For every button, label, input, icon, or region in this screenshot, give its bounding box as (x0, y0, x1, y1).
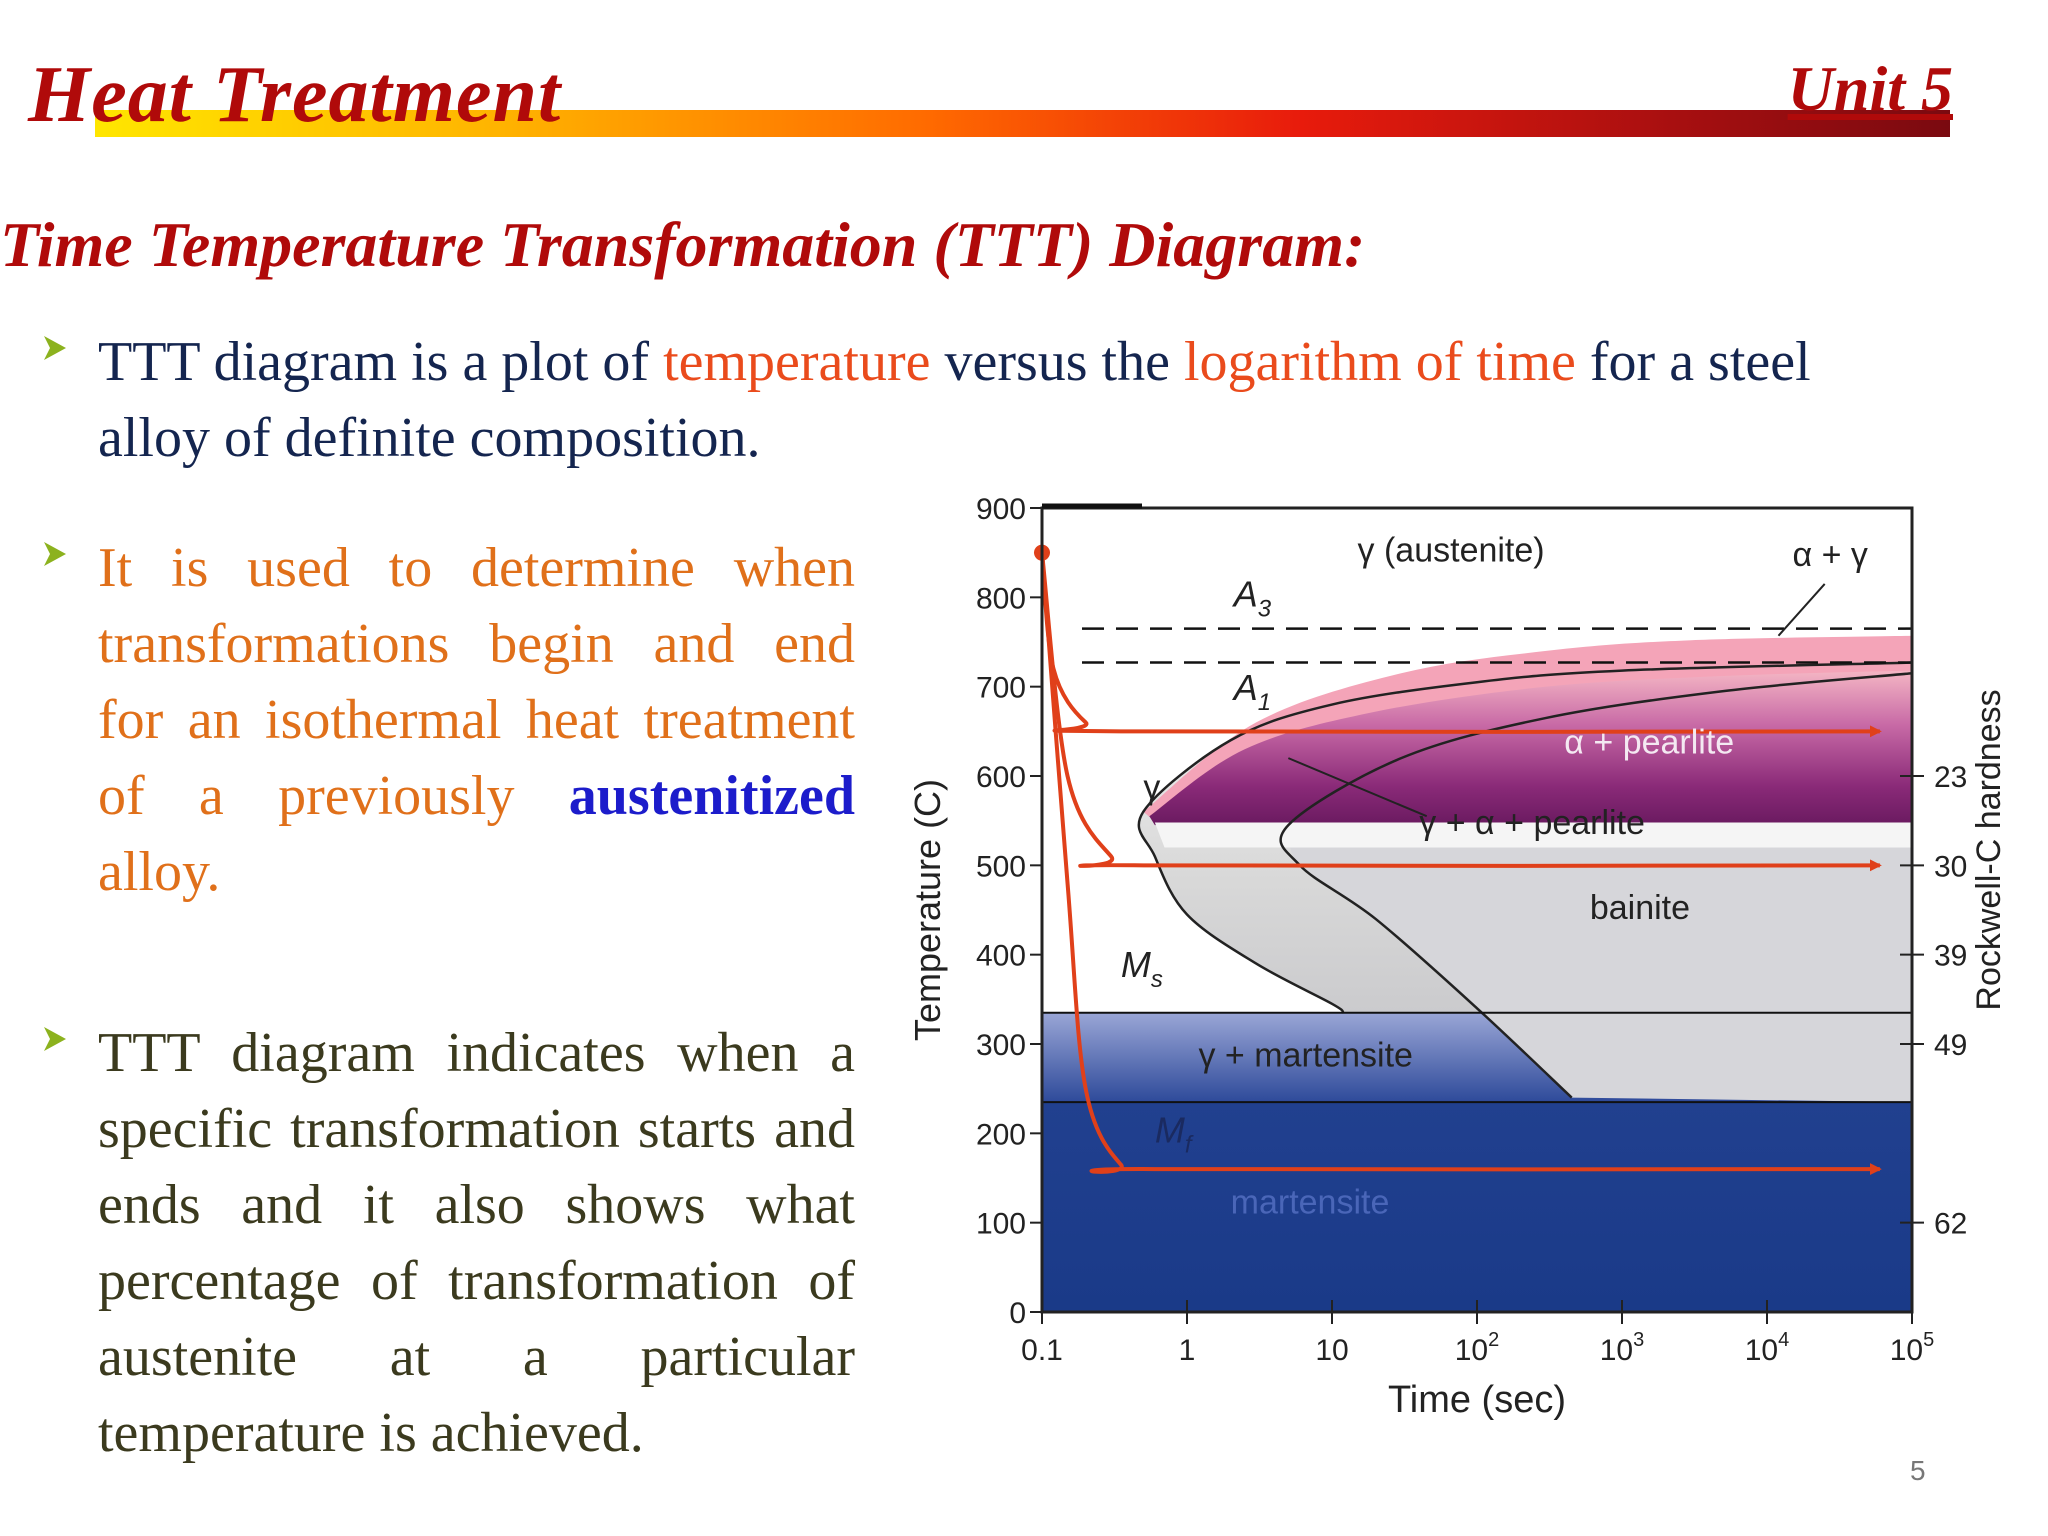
gamma-alpha-pearlite-pointer (1287, 757, 1428, 818)
title-underline-bar (95, 110, 1950, 137)
page-number: 5 (1910, 1455, 1926, 1486)
label-alpha-pearlite: α + pearlite (1564, 724, 1734, 762)
arrowhead-bullet-icon (44, 336, 66, 360)
y-tick-label: 800 (976, 582, 1026, 615)
slide-heading: Time Temperature Transformation (TTT) Di… (0, 208, 1840, 282)
x-tick-exponent: 2 (1488, 1329, 1499, 1351)
deck-title: Heat Treatment (28, 51, 562, 139)
arrowhead-bullet-icon (44, 542, 66, 566)
hardness-tick-label: 30 (1934, 850, 1967, 883)
label-a3-sub: 3 (1258, 595, 1272, 622)
x-tick-label: 0.1 (1021, 1334, 1063, 1367)
transformation-end-curve (1279, 672, 1913, 1099)
bullet-indicates: TTT diagram indicates when a specific tr… (40, 1015, 855, 1471)
b1-text-3: versus the (930, 331, 1184, 393)
b1-log-time: logarithm of time (1183, 331, 1576, 393)
label-martensite: martensite (1231, 1184, 1390, 1222)
b2-austenitized: austenitized (568, 765, 855, 827)
label-austenite: γ (austenite) (1358, 532, 1545, 570)
label-ms-sub: s (1151, 966, 1163, 993)
x-tick-exponent: 5 (1923, 1329, 1934, 1351)
x-tick-label: 10 (1315, 1334, 1348, 1367)
y-tick-label: 400 (976, 940, 1026, 973)
y-tick-label: 700 (976, 672, 1026, 705)
hardness-tick-label: 39 (1934, 940, 1967, 973)
x-tick-label: 103 (1600, 1329, 1645, 1367)
label-gamma-alpha-pearlite: γ + α + pearlite (1419, 804, 1645, 842)
b1-temperature: temperature (663, 331, 931, 393)
hardness-axis-label: Rockwell-C hardness (1970, 689, 2008, 1010)
y-tick-label: 900 (976, 493, 1026, 526)
y-tick-label: 500 (976, 850, 1026, 883)
y-tick-label: 600 (976, 761, 1026, 794)
y-axis-label: Temperature (C) (907, 779, 948, 1041)
x-tick-label: 1 (1179, 1334, 1196, 1367)
y-tick-label: 200 (976, 1118, 1026, 1151)
y-tick-label: 100 (976, 1208, 1026, 1241)
alpha-gamma-pointer (1777, 583, 1826, 637)
x-tick-label: 102 (1455, 1329, 1500, 1367)
y-tick-label: 300 (976, 1029, 1026, 1062)
hardness-tick-label: 23 (1934, 761, 1967, 794)
x-tick-label: 104 (1745, 1329, 1790, 1367)
b1-text-1: TTT diagram is a plot of (98, 331, 664, 393)
cooling-path-500 (1040, 552, 1882, 872)
label-gamma: γ (1143, 768, 1160, 806)
label-bainite: bainite (1590, 889, 1690, 927)
b1-text-5: for a steel alloy of definite compositio… (98, 331, 1811, 469)
x-tick-exponent: 3 (1633, 1329, 1644, 1351)
hardness-tick-label: 62 (1934, 1208, 1967, 1241)
hardness-tick-label: 49 (1934, 1029, 1967, 1062)
x-axis-label: Time (sec) (1388, 1379, 1566, 1421)
y-tick-label: 0 (1009, 1297, 1026, 1330)
bainite-lower-region (1288, 820, 1912, 1103)
martensite-region (1042, 1102, 1912, 1312)
cooling-path-160 (1040, 552, 1882, 1176)
b2-text-1: It is used to determine when transformat… (98, 537, 855, 827)
b2-text-3: alloy. (98, 841, 221, 903)
pearlite-region (1149, 670, 1912, 826)
x-tick-label: 105 (1890, 1329, 1935, 1367)
bullet-ttt-definition: TTT diagram is a plot of temperature ver… (40, 324, 1920, 476)
label-alpha-gamma: α + γ (1793, 536, 1868, 574)
b3-text: TTT diagram indicates when a specific tr… (98, 1022, 855, 1464)
bullet-usage: It is used to determine when transformat… (40, 530, 855, 910)
arrowhead-bullet-icon (44, 1027, 66, 1051)
transformation-start-curve (1137, 661, 1913, 1014)
unit-label: Unit 5 (1787, 53, 1953, 124)
label-a1-sub: 1 (1258, 689, 1271, 716)
slide-heading-text: Time Temperature Transformation (TTT) Di… (0, 209, 1366, 280)
label-gamma-martensite: γ + martensite (1198, 1036, 1412, 1074)
ttt-diagram: 0 100 200 300 400 500 600 700 800 900 0.1 1 10 102 103… (900, 480, 2030, 1440)
transition-band (1154, 822, 1912, 848)
x-tick-exponent: 4 (1778, 1329, 1789, 1351)
ttt-diagram-svg: 0 100 200 300 400 500 600 700 800 900 0.1 1 10 102 103… (907, 493, 2008, 1421)
label-mf-sub: f (1185, 1131, 1194, 1158)
